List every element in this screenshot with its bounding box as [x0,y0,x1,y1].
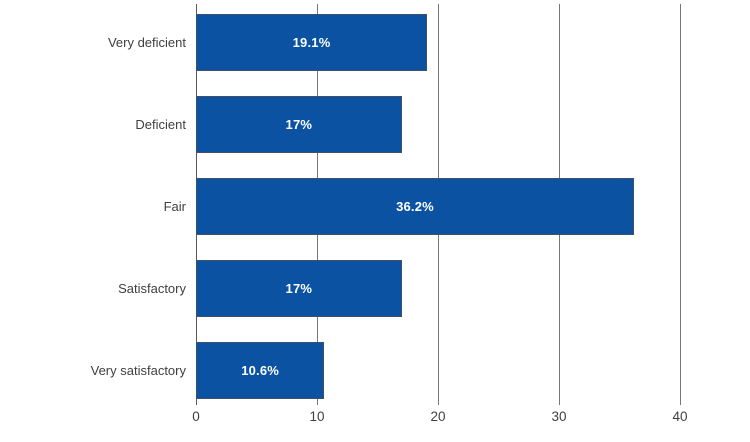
bar: 10.6% [196,342,325,399]
x-tick-label: 20 [430,409,446,424]
category-label: Satisfactory [118,281,186,296]
chart-row: Deficient 17% [135,96,680,153]
bar: 17% [196,260,402,317]
bar-value-label: 17% [285,117,313,132]
bar-value-label: 17% [285,281,313,296]
bar: 19.1% [196,14,428,71]
bar-value-label: 36.2% [396,199,434,214]
chart-row: Very deficient 19.1% [108,14,680,71]
category-label: Deficient [135,117,186,132]
bar-value-label: 10.6% [241,363,280,378]
plot-area: Very deficient 19.1% Deficient 17% Fair 36.2%… [91,4,681,405]
chart-row: Very satisfactory 10.6% [91,342,680,399]
chart-row: Satisfactory 17% [118,260,680,317]
chart-row: Fair 36.2% [164,178,680,235]
bar: 36.2% [196,178,635,235]
bar: 17% [196,96,402,153]
gridline-x-40 [679,4,681,405]
category-label: Very satisfactory [90,363,186,378]
x-tick-label: 30 [551,409,567,424]
x-axis: 0 10 20 30 40 [192,409,687,431]
bar-value-label: 19.1% [292,35,331,50]
x-tick-label: 10 [309,409,325,424]
x-tick-label: 0 [192,409,200,424]
category-label: Fair [163,199,186,214]
category-label: Very deficient [107,35,186,50]
x-tick-label: 40 [672,409,688,424]
